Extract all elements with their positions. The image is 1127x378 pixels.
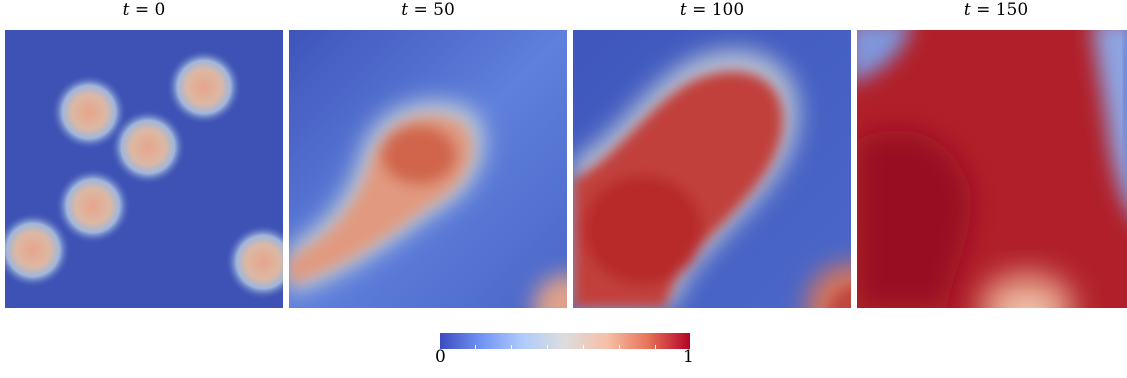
field-panel-t150 bbox=[857, 30, 1127, 308]
field-image-t50 bbox=[289, 30, 567, 308]
field-panel-t100 bbox=[573, 30, 851, 308]
panel-title-t150: t = 150 bbox=[963, 0, 1029, 20]
field-image-t0 bbox=[5, 30, 283, 308]
colorbar-max-label: 1 bbox=[683, 347, 694, 367]
field-panel-t0 bbox=[5, 30, 283, 308]
colorbar-min-label: 0 bbox=[435, 347, 446, 367]
panel-title-t100: t = 100 bbox=[679, 0, 745, 20]
panel-title-t50: t = 50 bbox=[401, 0, 455, 20]
colorbar bbox=[440, 333, 690, 349]
colorbar-gradient bbox=[440, 333, 690, 349]
panel-title-t0: t = 0 bbox=[122, 0, 166, 20]
field-image-t150 bbox=[857, 30, 1127, 308]
colorbar-tick bbox=[583, 345, 584, 349]
colorbar-tick bbox=[619, 345, 620, 349]
colorbar-tick bbox=[475, 345, 476, 349]
colorbar-tick bbox=[511, 345, 512, 349]
field-image-t100 bbox=[573, 30, 851, 308]
colorbar-tick bbox=[547, 345, 548, 349]
field-panel-t50 bbox=[289, 30, 567, 308]
colorbar-tick bbox=[655, 345, 656, 349]
